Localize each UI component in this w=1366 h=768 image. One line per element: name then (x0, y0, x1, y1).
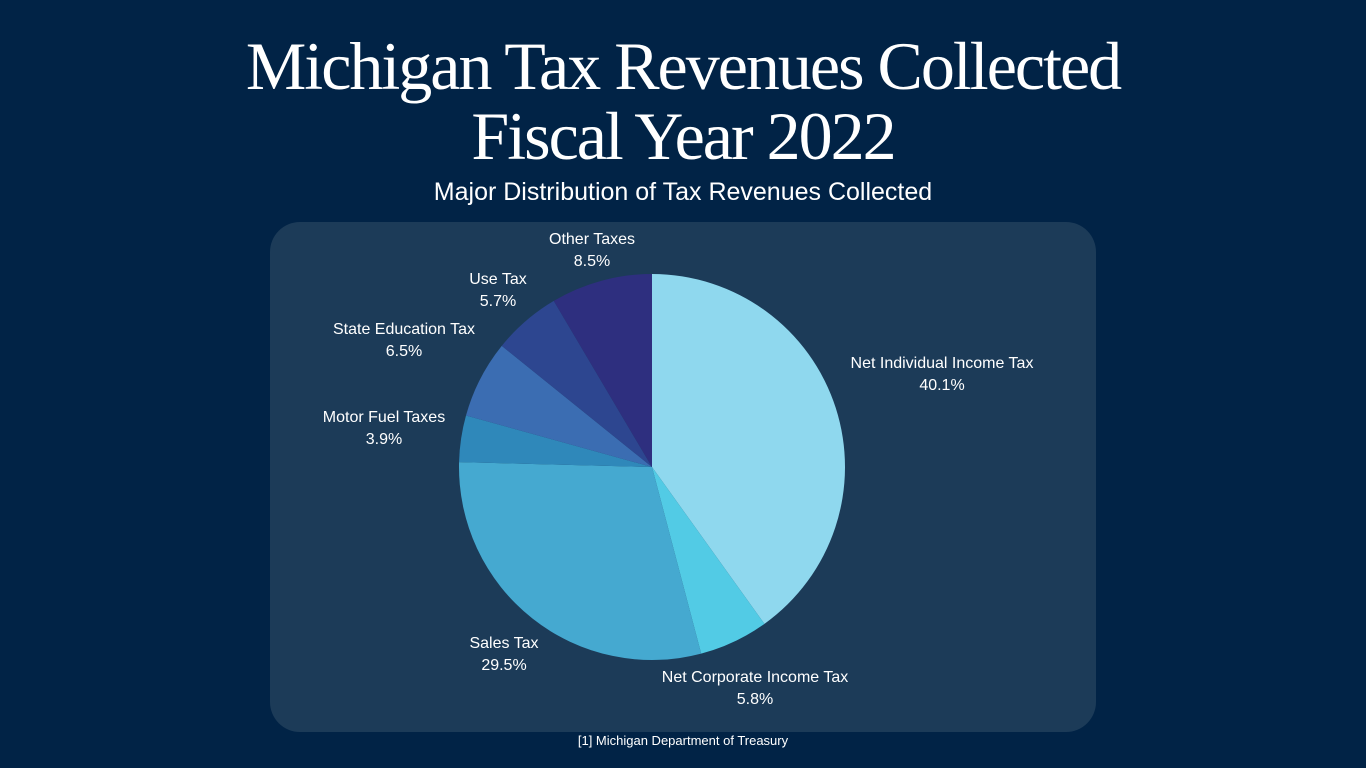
pie-slice-state-education-tax (466, 345, 652, 467)
slice-label-state-education-tax: State Education Tax (333, 321, 475, 338)
pie-slice-use-tax (501, 300, 652, 467)
slice-value-sales-tax: 29.5% (481, 657, 526, 674)
chart-title-line-2: Fiscal Year 2022 (471, 98, 896, 174)
chart-subtitle: Major Distribution of Tax Revenues Colle… (433, 178, 933, 206)
slice-value-other-taxes: 8.5% (574, 253, 610, 270)
pie-slice-motor-fuel-taxes (459, 415, 652, 467)
slice-value-net-individual-income-tax: 40.1% (919, 377, 964, 394)
source-note: [1] Michigan Department of Treasury (577, 733, 789, 748)
slice-label-net-corporate-income-tax: Net Corporate Income Tax (662, 669, 848, 686)
pie-slice-other-taxes (553, 274, 652, 467)
pie-slice-sales-tax (458, 462, 702, 660)
pie-slice-net-corporate-income-tax (652, 467, 765, 654)
slice-label-net-individual-income-tax: Net Individual Income Tax (851, 355, 1034, 372)
slice-label-other-taxes: Other Taxes (549, 231, 635, 248)
pie-labels: Net Individual Income Tax 40.1% Net Corpor… (323, 231, 1034, 708)
slice-value-state-education-tax: 6.5% (386, 343, 422, 360)
slice-value-motor-fuel-taxes: 3.9% (366, 431, 402, 448)
slice-value-use-tax: 5.7% (480, 293, 516, 310)
slice-label-use-tax: Use Tax (469, 271, 527, 288)
pie-slices (458, 274, 846, 660)
slice-label-motor-fuel-taxes: Motor Fuel Taxes (323, 409, 445, 426)
chart-title-line-1: Michigan Tax Revenues Collected (245, 28, 1122, 104)
pie-slice-net-individual-income-tax (652, 274, 846, 624)
slice-value-net-corporate-income-tax: 5.8% (737, 691, 773, 708)
slice-label-sales-tax: Sales Tax (469, 635, 538, 652)
